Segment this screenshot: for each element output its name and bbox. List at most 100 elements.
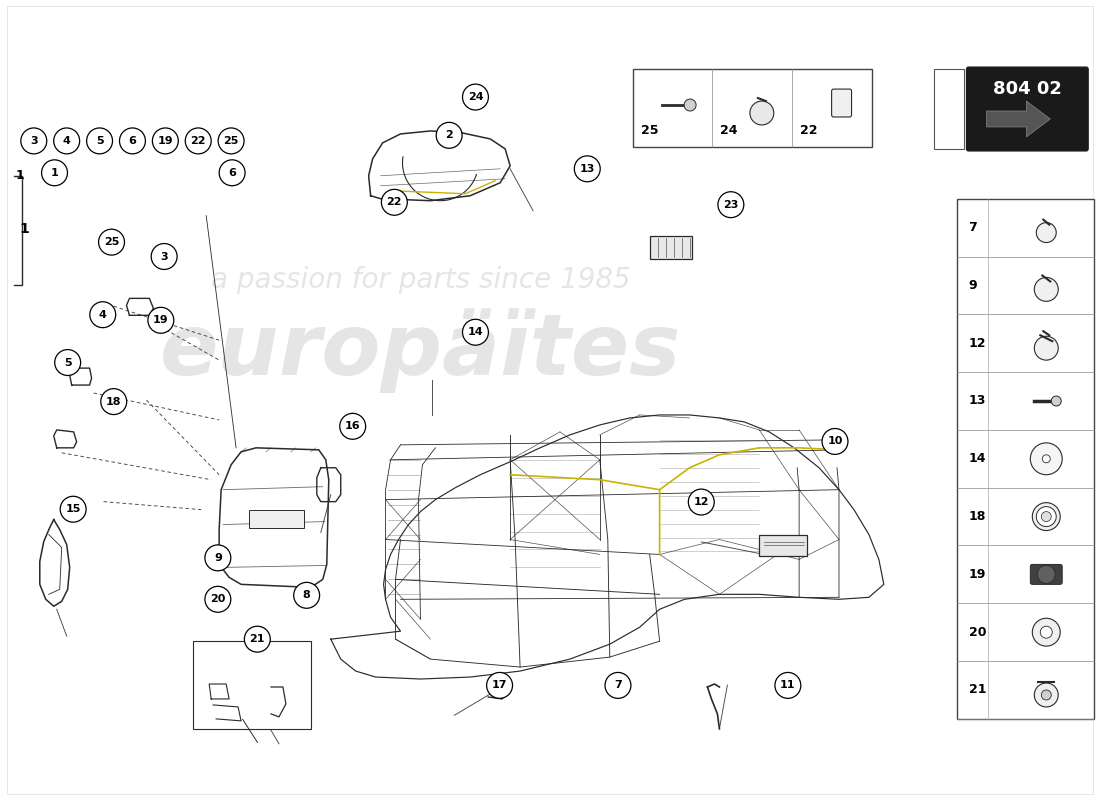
FancyBboxPatch shape [194,641,311,729]
Text: 2: 2 [446,130,453,140]
FancyBboxPatch shape [1031,565,1063,584]
Text: 804 02: 804 02 [993,80,1062,98]
Text: 24: 24 [468,92,483,102]
Circle shape [60,496,86,522]
Text: 24: 24 [720,125,738,138]
Circle shape [1052,396,1062,406]
Circle shape [1034,683,1058,707]
FancyBboxPatch shape [934,69,964,149]
Text: 21: 21 [968,683,986,697]
Circle shape [1042,512,1052,522]
Circle shape [1031,443,1063,474]
Text: 15: 15 [66,504,80,514]
Text: 5: 5 [64,358,72,367]
Circle shape [1036,506,1056,526]
Text: 6: 6 [129,136,136,146]
Circle shape [90,302,116,328]
Circle shape [774,673,801,698]
Circle shape [605,673,631,698]
Circle shape [54,128,79,154]
Circle shape [1042,690,1052,700]
Text: 25: 25 [640,125,658,138]
Circle shape [120,128,145,154]
Circle shape [151,243,177,270]
Text: 13: 13 [580,164,595,174]
Circle shape [1037,566,1055,583]
Text: 20: 20 [210,594,225,604]
Text: a passion for parts since 1985: a passion for parts since 1985 [210,266,630,294]
Circle shape [462,84,488,110]
Circle shape [486,673,513,698]
Text: 14: 14 [968,452,986,466]
Text: 1: 1 [51,168,58,178]
Circle shape [294,582,320,608]
Circle shape [822,429,848,454]
Circle shape [21,128,47,154]
Polygon shape [987,101,1050,137]
Text: 4: 4 [63,136,70,146]
Circle shape [101,389,127,414]
Text: 18: 18 [968,510,986,523]
Text: 9: 9 [968,279,977,292]
Text: 23: 23 [723,200,738,210]
Text: 25: 25 [223,136,239,146]
FancyBboxPatch shape [832,89,851,117]
Text: 19: 19 [153,315,168,326]
Circle shape [750,101,773,125]
Circle shape [219,160,245,186]
Circle shape [1034,278,1058,302]
Text: 22: 22 [800,125,817,138]
Text: 6: 6 [228,168,236,178]
Text: 7: 7 [614,681,622,690]
Circle shape [99,229,124,255]
Circle shape [689,489,714,515]
Circle shape [218,128,244,154]
Circle shape [1032,502,1060,530]
Text: 19: 19 [157,136,173,146]
Circle shape [718,192,744,218]
Circle shape [1034,336,1058,360]
Text: 1: 1 [19,222,29,235]
Circle shape [87,128,112,154]
Circle shape [382,190,407,215]
Text: 22: 22 [190,136,206,146]
Text: 9: 9 [213,553,222,563]
Circle shape [340,414,365,439]
Text: 12: 12 [968,337,986,350]
Circle shape [1043,455,1050,462]
Text: 8: 8 [302,590,310,600]
Circle shape [684,99,696,111]
Circle shape [1032,618,1060,646]
Text: 14: 14 [468,327,483,338]
Text: 21: 21 [250,634,265,644]
Text: 3: 3 [30,136,37,146]
Text: 11: 11 [780,681,795,690]
Text: 18: 18 [106,397,121,406]
Circle shape [185,128,211,154]
Text: 12: 12 [693,497,710,507]
Circle shape [462,319,488,345]
Circle shape [55,350,80,375]
FancyBboxPatch shape [249,510,304,527]
Circle shape [153,128,178,154]
Text: 10: 10 [827,437,843,446]
Text: 25: 25 [103,237,119,247]
Text: europäïtes: europäïtes [160,308,681,393]
Text: 19: 19 [968,568,986,581]
FancyBboxPatch shape [967,67,1088,151]
Text: 20: 20 [968,626,986,638]
FancyBboxPatch shape [632,69,872,147]
Circle shape [437,122,462,148]
Text: 22: 22 [386,198,403,207]
Text: 7: 7 [968,221,977,234]
FancyBboxPatch shape [957,198,1094,719]
Text: 1: 1 [15,170,24,182]
Circle shape [147,307,174,334]
Text: 17: 17 [492,681,507,690]
Circle shape [42,160,67,186]
Circle shape [244,626,271,652]
Text: 5: 5 [96,136,103,146]
Circle shape [205,586,231,612]
Circle shape [1041,626,1053,638]
Text: 3: 3 [161,251,168,262]
